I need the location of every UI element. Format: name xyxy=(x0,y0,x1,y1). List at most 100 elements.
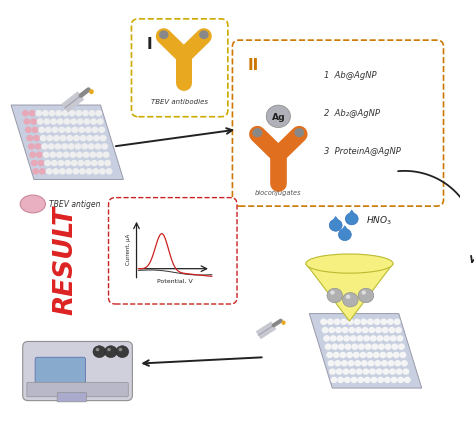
Circle shape xyxy=(89,144,94,150)
Circle shape xyxy=(325,344,331,349)
Circle shape xyxy=(86,170,92,175)
Circle shape xyxy=(344,336,349,341)
Circle shape xyxy=(380,353,386,358)
Circle shape xyxy=(40,136,46,141)
Circle shape xyxy=(347,320,353,325)
Circle shape xyxy=(57,153,62,158)
Circle shape xyxy=(321,320,327,325)
Circle shape xyxy=(93,346,106,358)
Circle shape xyxy=(65,128,71,133)
Circle shape xyxy=(91,120,96,125)
Circle shape xyxy=(364,336,369,341)
Text: 1  Ab@AgNP: 1 Ab@AgNP xyxy=(324,71,377,80)
Circle shape xyxy=(324,336,329,341)
Circle shape xyxy=(89,112,95,116)
Circle shape xyxy=(67,136,73,141)
Circle shape xyxy=(392,344,398,349)
Circle shape xyxy=(346,213,358,225)
Circle shape xyxy=(368,320,373,325)
Circle shape xyxy=(57,120,63,125)
Circle shape xyxy=(338,344,344,349)
Text: II: II xyxy=(247,58,259,73)
Circle shape xyxy=(84,120,90,125)
Circle shape xyxy=(44,120,50,125)
Circle shape xyxy=(96,348,100,351)
Circle shape xyxy=(71,120,76,125)
Circle shape xyxy=(369,328,374,333)
Circle shape xyxy=(384,377,390,383)
Polygon shape xyxy=(306,264,393,321)
Circle shape xyxy=(81,136,86,141)
Circle shape xyxy=(342,361,347,366)
Circle shape xyxy=(253,129,262,138)
Circle shape xyxy=(340,353,346,358)
Circle shape xyxy=(345,377,350,383)
Circle shape xyxy=(47,136,53,141)
FancyBboxPatch shape xyxy=(35,357,86,386)
Circle shape xyxy=(354,320,360,325)
Text: TBEV antibodies: TBEV antibodies xyxy=(151,99,208,105)
Circle shape xyxy=(327,288,343,303)
Circle shape xyxy=(365,377,370,383)
Circle shape xyxy=(374,353,379,358)
Circle shape xyxy=(24,120,29,125)
Circle shape xyxy=(391,377,397,383)
Circle shape xyxy=(377,336,383,341)
Text: Potential, V: Potential, V xyxy=(157,278,193,283)
Circle shape xyxy=(63,112,68,116)
Circle shape xyxy=(58,161,64,166)
Circle shape xyxy=(100,170,105,175)
Circle shape xyxy=(330,369,335,374)
Circle shape xyxy=(102,144,108,150)
Circle shape xyxy=(383,328,388,333)
Circle shape xyxy=(397,336,403,341)
Circle shape xyxy=(405,377,410,383)
Circle shape xyxy=(363,369,369,374)
Circle shape xyxy=(31,120,36,125)
Circle shape xyxy=(327,353,332,358)
Circle shape xyxy=(85,161,91,166)
Circle shape xyxy=(38,161,44,166)
Circle shape xyxy=(43,153,49,158)
Circle shape xyxy=(337,336,343,341)
Circle shape xyxy=(350,369,356,374)
Circle shape xyxy=(72,128,78,133)
Circle shape xyxy=(379,344,384,349)
FancyBboxPatch shape xyxy=(131,20,228,118)
Circle shape xyxy=(77,120,83,125)
FancyBboxPatch shape xyxy=(57,393,87,402)
Circle shape xyxy=(330,291,335,295)
Circle shape xyxy=(106,170,112,175)
Circle shape xyxy=(370,369,375,374)
Circle shape xyxy=(374,320,380,325)
Circle shape xyxy=(396,369,402,374)
Circle shape xyxy=(97,153,102,158)
Circle shape xyxy=(65,161,70,166)
Circle shape xyxy=(53,170,58,175)
Circle shape xyxy=(77,153,82,158)
Circle shape xyxy=(349,328,355,333)
Polygon shape xyxy=(310,314,422,388)
Circle shape xyxy=(103,153,109,158)
Circle shape xyxy=(400,353,406,358)
Circle shape xyxy=(376,328,381,333)
Circle shape xyxy=(100,136,106,141)
Circle shape xyxy=(331,377,337,383)
Text: 3  ProteinA@AgNP: 3 ProteinA@AgNP xyxy=(324,147,401,156)
Circle shape xyxy=(46,170,52,175)
Circle shape xyxy=(55,144,61,150)
Circle shape xyxy=(95,144,101,150)
Circle shape xyxy=(91,161,97,166)
Circle shape xyxy=(363,328,368,333)
Circle shape xyxy=(92,128,98,133)
Circle shape xyxy=(341,320,346,325)
Circle shape xyxy=(99,128,104,133)
Circle shape xyxy=(116,346,129,358)
Circle shape xyxy=(73,170,79,175)
Circle shape xyxy=(82,144,87,150)
Circle shape xyxy=(78,161,84,166)
Circle shape xyxy=(387,353,392,358)
Circle shape xyxy=(346,295,350,299)
Circle shape xyxy=(336,328,341,333)
Circle shape xyxy=(403,369,409,374)
